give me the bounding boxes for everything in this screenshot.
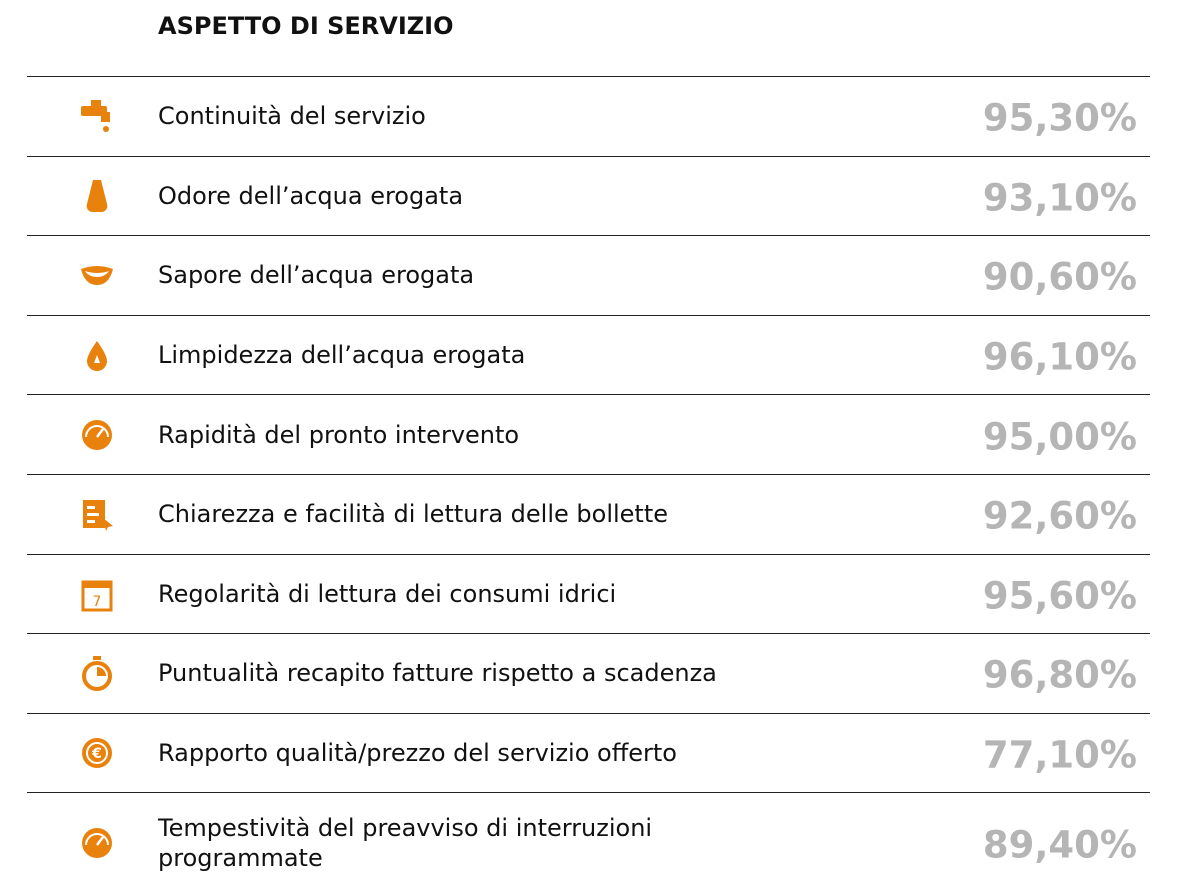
row-icon <box>82 828 112 859</box>
table-row: Tempestività del preavviso di interruzio… <box>27 792 1150 893</box>
row-label: Rapporto qualità/prezzo del servizio off… <box>158 739 677 768</box>
row-value: 96,10% <box>982 335 1137 379</box>
table-row: € Rapporto qualità/prezzo del servizio of… <box>27 712 1150 793</box>
row-icon: € <box>82 738 112 769</box>
table-row: 7 Regolarità di lettura dei consumi idric… <box>27 553 1150 634</box>
svg-text:€: € <box>91 746 102 762</box>
row-label: Puntualità recapito fatture rispetto a s… <box>158 659 717 688</box>
row-label: Sapore dell’acqua erogata <box>158 261 475 290</box>
row-value: 95,30% <box>982 96 1137 140</box>
row-value: 95,00% <box>982 415 1137 459</box>
row-icon <box>82 656 112 692</box>
row-label: Rapidità del pronto intervento <box>158 420 520 449</box>
row-value: 96,80% <box>982 654 1137 698</box>
row-value: 95,60% <box>982 574 1137 618</box>
row-label: Regolarità di lettura dei consumi idrici <box>158 579 617 608</box>
row-label: Chiarezza e facilità di lettura delle bo… <box>158 500 669 529</box>
row-icon <box>86 179 108 212</box>
svg-text:7: 7 <box>93 594 102 610</box>
row-value: 90,60% <box>982 256 1137 300</box>
table-row: Odore dell’acqua erogata 93,10% <box>27 155 1150 236</box>
table-row: Limpidezza dell’acqua erogata 96,10% <box>27 314 1150 395</box>
row-label: Limpidezza dell’acqua erogata <box>158 341 526 370</box>
row-icon: 7 <box>81 580 113 612</box>
row-icon <box>81 100 110 133</box>
header-title: ASPETTO DI SERVIZIO <box>158 12 454 40</box>
table-row: Puntualità recapito fatture rispetto a s… <box>27 633 1150 713</box>
table: Continuità del servizio 95,30% Odore dell’… <box>27 76 1150 893</box>
table-row: Rapidità del pronto intervento 95,00% <box>27 394 1150 474</box>
row-icon <box>87 341 107 372</box>
row-icon <box>82 419 112 450</box>
row-label: Tempestività del preavviso di interruzio… <box>158 814 653 873</box>
table-row: Sapore dell’acqua erogata 90,60% <box>27 235 1150 315</box>
row-value: 77,10% <box>982 733 1137 777</box>
table-row: Continuità del servizio 95,30% <box>27 76 1150 156</box>
row-icon <box>81 266 113 286</box>
row-value: 89,40% <box>982 823 1137 867</box>
row-value: 92,60% <box>982 494 1137 538</box>
row-icon <box>83 500 113 532</box>
table-row: Chiarezza e facilità di lettura delle bo… <box>27 473 1150 554</box>
row-label: Continuità del servizio <box>158 102 426 131</box>
row-label: Odore dell’acqua erogata <box>158 181 464 210</box>
row-value: 93,10% <box>982 176 1137 220</box>
